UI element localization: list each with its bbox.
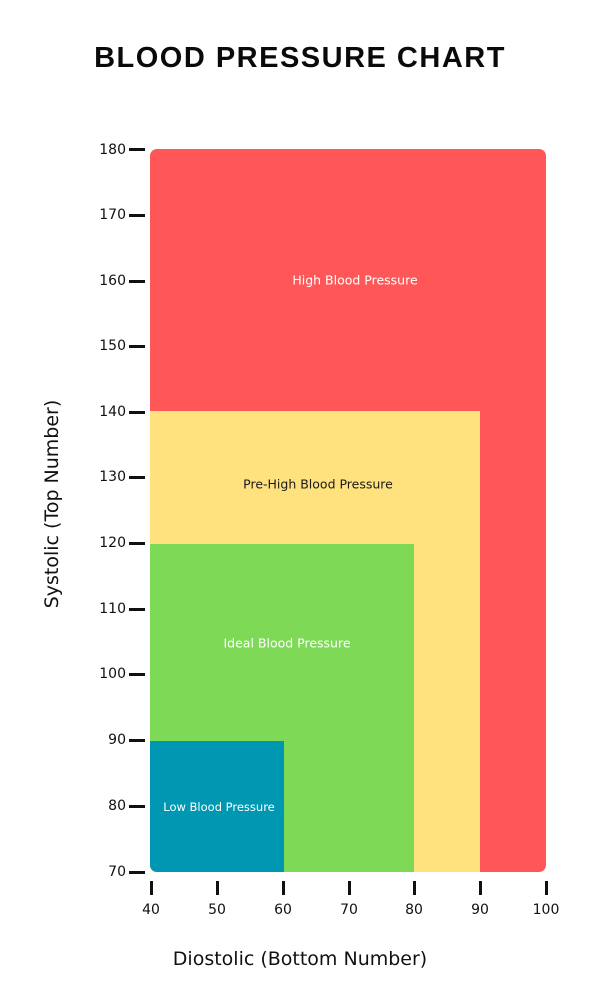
zone-low-blood-pressure — [150, 741, 284, 872]
y-tick-mark — [129, 542, 145, 545]
y-tick-mark — [129, 739, 145, 742]
x-tick-mark — [348, 881, 351, 895]
x-tick-mark — [545, 881, 548, 895]
x-tick-mark — [150, 881, 153, 895]
x-tick-mark — [282, 881, 285, 895]
label-low-blood-pressure: Low Blood Pressure — [163, 800, 275, 814]
y-tick-mark — [129, 476, 145, 479]
y-tick-mark — [129, 345, 145, 348]
x-tick-label: 70 — [340, 902, 358, 918]
y-tick-mark — [129, 608, 145, 611]
y-tick-label: 140 — [99, 404, 126, 420]
y-tick-label: 180 — [99, 142, 126, 158]
x-tick-label: 90 — [471, 902, 489, 918]
label-ideal-blood-pressure: Ideal Blood Pressure — [223, 635, 351, 651]
y-tick-label: 110 — [99, 601, 126, 617]
x-tick-label: 50 — [208, 902, 226, 918]
label-pre-high-blood-pressure: Pre-High Blood Pressure — [243, 476, 393, 492]
y-tick-mark — [129, 148, 145, 151]
x-tick-label: 40 — [142, 902, 160, 918]
y-tick-label: 100 — [99, 666, 126, 682]
x-tick-mark — [413, 881, 416, 895]
y-tick-mark — [129, 214, 145, 217]
x-tick-mark — [479, 881, 482, 895]
y-tick-label: 150 — [99, 338, 126, 354]
y-tick-label: 160 — [99, 273, 126, 289]
y-tick-mark — [129, 411, 145, 414]
y-tick-label: 80 — [108, 798, 126, 814]
y-tick-label: 170 — [99, 207, 126, 223]
y-tick-label: 120 — [99, 535, 126, 551]
y-tick-label: 70 — [108, 864, 126, 880]
x-axis-title: Diostolic (Bottom Number) — [172, 948, 428, 970]
x-tick-label: 60 — [274, 902, 292, 918]
label-high-blood-pressure: High Blood Pressure — [292, 272, 418, 288]
y-tick-label: 90 — [108, 732, 126, 748]
y-axis-title: Systolic (Top Number) — [41, 399, 63, 609]
y-tick-mark — [129, 805, 145, 808]
y-tick-label: 130 — [99, 469, 126, 485]
y-tick-mark — [129, 280, 145, 283]
y-tick-mark — [129, 673, 145, 676]
y-tick-mark — [129, 871, 145, 874]
chart-title: BLOOD PRESSURE CHART — [94, 42, 506, 74]
x-tick-mark — [216, 881, 219, 895]
x-tick-label: 100 — [532, 902, 560, 918]
x-tick-label: 80 — [405, 902, 423, 918]
